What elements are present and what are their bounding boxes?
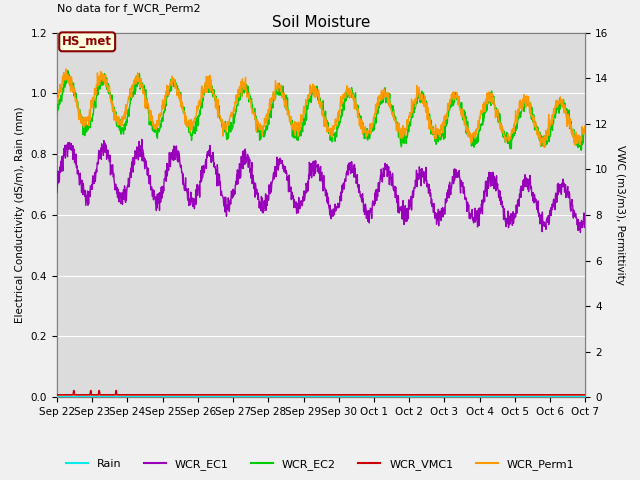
Y-axis label: Electrical Conductivity (dS/m), Rain (mm): Electrical Conductivity (dS/m), Rain (mm… bbox=[15, 107, 25, 323]
Text: No data for f_WCR_Perm2: No data for f_WCR_Perm2 bbox=[57, 3, 200, 13]
Text: HS_met: HS_met bbox=[62, 36, 112, 48]
Y-axis label: VWC (m3/m3), Permittivity: VWC (m3/m3), Permittivity bbox=[615, 145, 625, 285]
Title: Soil Moisture: Soil Moisture bbox=[272, 15, 371, 30]
Legend: Rain, WCR_EC1, WCR_EC2, WCR_VMC1, WCR_Perm1: Rain, WCR_EC1, WCR_EC2, WCR_VMC1, WCR_Pe… bbox=[61, 455, 579, 474]
